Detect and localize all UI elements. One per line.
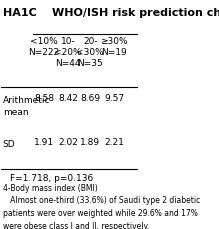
Text: 9.57: 9.57: [104, 94, 124, 103]
Text: <10%
N=222: <10% N=222: [28, 37, 60, 57]
Text: 2.02: 2.02: [58, 137, 78, 146]
Text: F=1.718, p=0.136: F=1.718, p=0.136: [10, 173, 93, 182]
Text: 8.42: 8.42: [58, 94, 78, 103]
Text: Almost one-third (33.6%) of Saudi type 2 diabetic: Almost one-third (33.6%) of Saudi type 2…: [3, 196, 200, 204]
Text: HA1C: HA1C: [3, 8, 37, 17]
Text: 4-Body mass index (BMI): 4-Body mass index (BMI): [3, 183, 97, 192]
Text: 1.89: 1.89: [80, 137, 100, 146]
Text: SD: SD: [3, 139, 15, 148]
Text: 1.91: 1.91: [34, 137, 54, 146]
Text: patients were over weighted while 29.6% and 17%: patients were over weighted while 29.6% …: [3, 208, 198, 217]
Text: ≥30%
N=19: ≥30% N=19: [100, 37, 128, 57]
Text: 8.58: 8.58: [34, 94, 54, 103]
Text: WHO/ISH risk prediction chart: WHO/ISH risk prediction chart: [52, 8, 219, 17]
Text: were obese class I and II, respectively.: were obese class I and II, respectively.: [3, 221, 149, 229]
Text: 2.21: 2.21: [104, 137, 124, 146]
Text: Arithmetic
mean: Arithmetic mean: [3, 96, 50, 117]
Text: 20-
<30%
N=35: 20- <30% N=35: [76, 37, 104, 68]
Text: 10-
<20%
N=44: 10- <20% N=44: [54, 37, 82, 68]
Text: 8.69: 8.69: [80, 94, 100, 103]
